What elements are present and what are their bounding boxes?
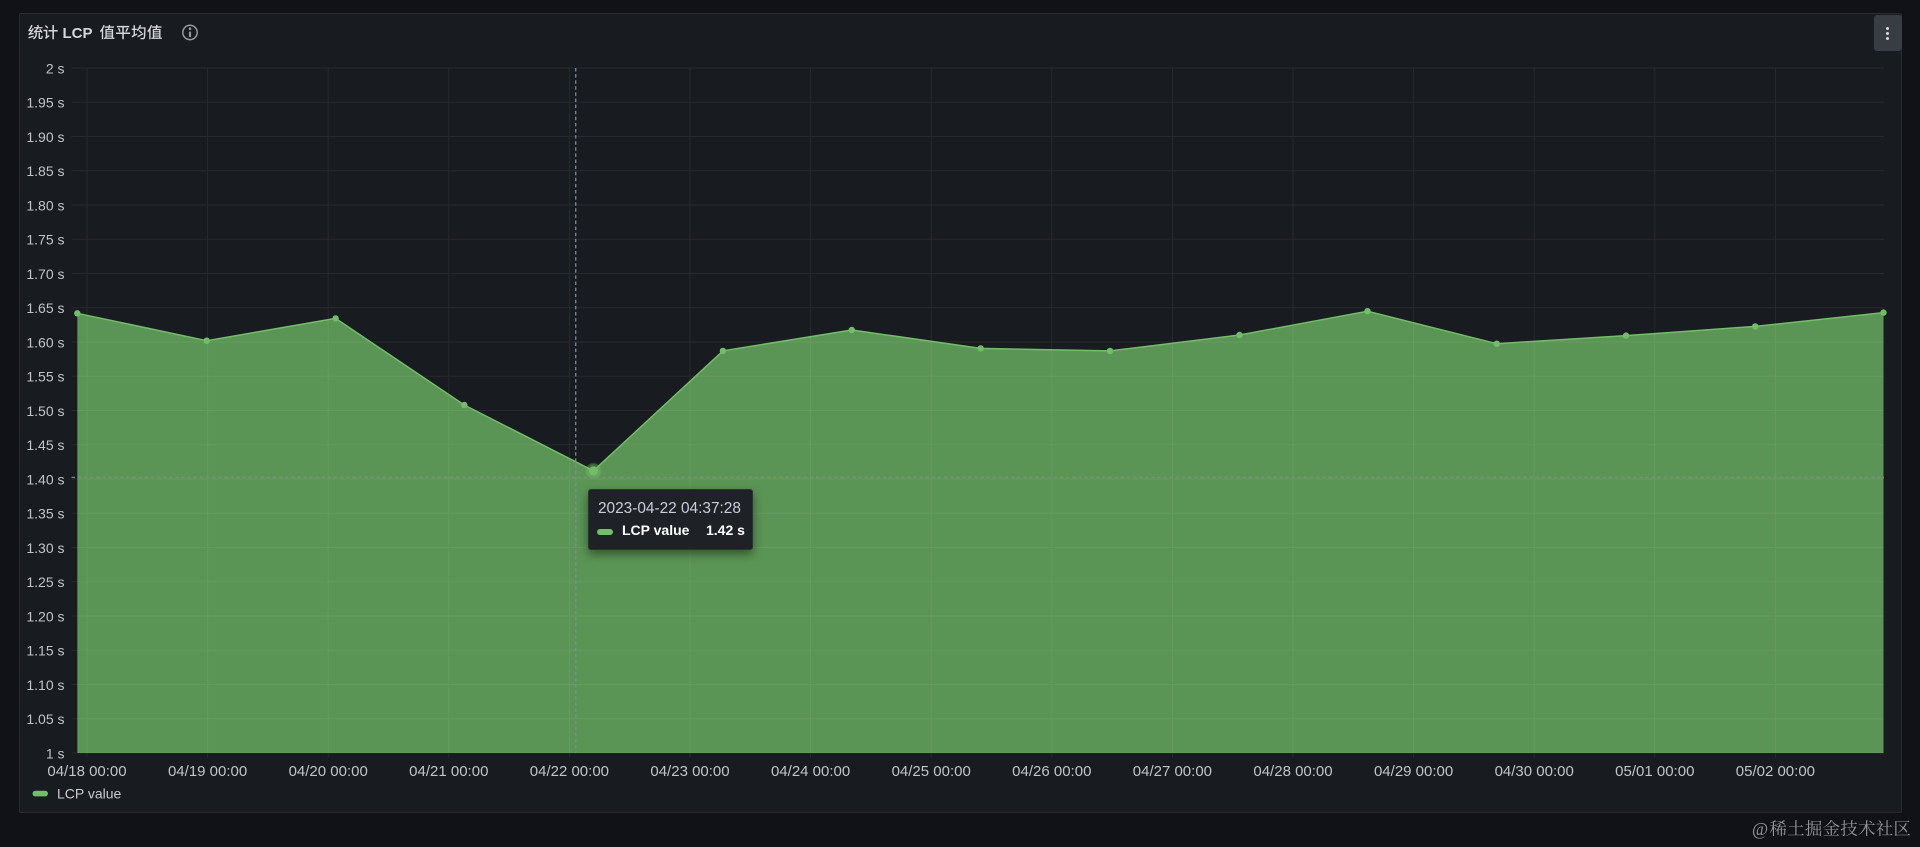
svg-text:1.85 s: 1.85 s bbox=[26, 163, 64, 179]
svg-text:1.95 s: 1.95 s bbox=[26, 95, 64, 111]
svg-text:05/02 00:00: 05/02 00:00 bbox=[1736, 763, 1815, 780]
svg-text:04/25 00:00: 04/25 00:00 bbox=[892, 763, 971, 780]
svg-text:1.30 s: 1.30 s bbox=[26, 540, 64, 556]
svg-text:2 s: 2 s bbox=[46, 60, 65, 76]
svg-text:1.10 s: 1.10 s bbox=[26, 677, 64, 693]
svg-text:05/01 00:00: 05/01 00:00 bbox=[1615, 763, 1694, 780]
svg-text:1.60 s: 1.60 s bbox=[26, 334, 64, 350]
svg-text:1.05 s: 1.05 s bbox=[26, 711, 64, 727]
svg-text:04/22 00:00: 04/22 00:00 bbox=[530, 763, 609, 780]
svg-text:04/26 00:00: 04/26 00:00 bbox=[1012, 763, 1091, 780]
svg-text:04/24 00:00: 04/24 00:00 bbox=[771, 763, 850, 780]
svg-text:1.90 s: 1.90 s bbox=[26, 129, 64, 145]
svg-text:LCP: LCP bbox=[63, 25, 93, 42]
svg-text:1.45 s: 1.45 s bbox=[26, 437, 64, 453]
svg-text:04/29 00:00: 04/29 00:00 bbox=[1374, 763, 1453, 780]
svg-text:04/18 00:00: 04/18 00:00 bbox=[47, 763, 126, 780]
svg-text:1.80 s: 1.80 s bbox=[26, 197, 64, 213]
svg-text:1.20 s: 1.20 s bbox=[26, 608, 64, 624]
svg-text:1.65 s: 1.65 s bbox=[26, 300, 64, 316]
svg-text:04/23 00:00: 04/23 00:00 bbox=[650, 763, 729, 780]
svg-text:1.25 s: 1.25 s bbox=[26, 574, 64, 590]
svg-text:04/27 00:00: 04/27 00:00 bbox=[1133, 763, 1212, 780]
svg-text:1.75 s: 1.75 s bbox=[26, 232, 64, 248]
svg-text:04/19 00:00: 04/19 00:00 bbox=[168, 763, 247, 780]
svg-text:1 s: 1 s bbox=[46, 745, 65, 761]
svg-text:1.40 s: 1.40 s bbox=[26, 471, 64, 487]
svg-text:1.50 s: 1.50 s bbox=[26, 403, 64, 419]
svg-text:04/20 00:00: 04/20 00:00 bbox=[289, 763, 368, 780]
svg-text:04/28 00:00: 04/28 00:00 bbox=[1253, 763, 1332, 780]
svg-text:1.35 s: 1.35 s bbox=[26, 506, 64, 522]
svg-text:1.55 s: 1.55 s bbox=[26, 369, 64, 385]
svg-text:04/21 00:00: 04/21 00:00 bbox=[409, 763, 488, 780]
svg-text:1.70 s: 1.70 s bbox=[26, 266, 64, 282]
svg-text:1.15 s: 1.15 s bbox=[26, 643, 64, 659]
svg-text:LCP value: LCP value bbox=[57, 785, 122, 801]
svg-text:04/30 00:00: 04/30 00:00 bbox=[1495, 763, 1574, 780]
svg-text:@: @ bbox=[1752, 819, 1768, 839]
